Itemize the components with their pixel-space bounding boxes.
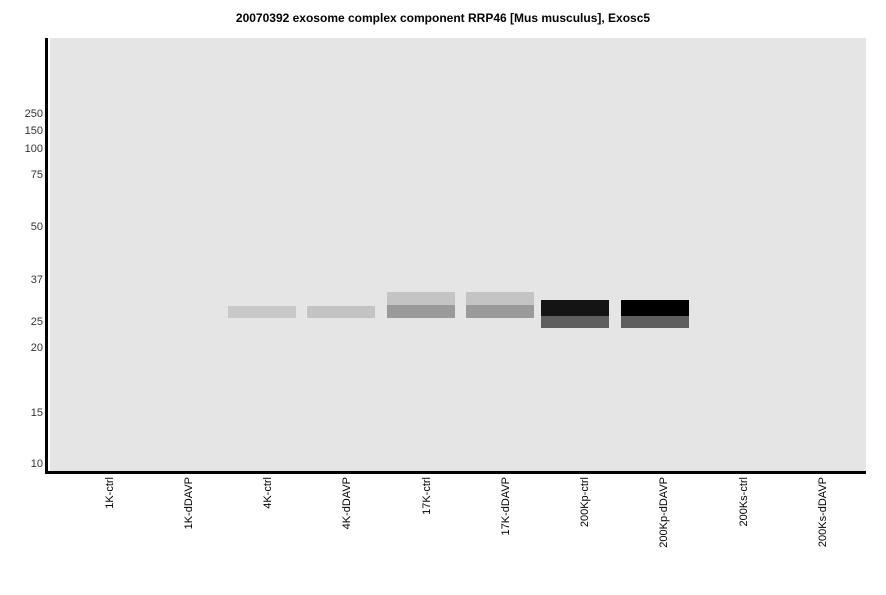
band-segment: [307, 306, 375, 318]
band-segment: [387, 305, 455, 318]
blot-band-4k-ctrl: [228, 306, 296, 318]
x-tick-label: 4K-dDAVP: [341, 477, 353, 530]
y-axis-tick-labels: 250 150 100 75 50 37 25 20 15 10: [0, 0, 43, 595]
y-tick-label-10: 10: [30, 458, 43, 470]
x-tick-label: 4K-ctrl: [262, 477, 274, 509]
band-segment: [541, 300, 609, 316]
x-tick-label: 200Kp-dDAVP: [658, 477, 670, 548]
page-title: 20070392 exosome complex component RRP46…: [235, 11, 651, 25]
x-tick-label: 1K-ctrl: [104, 477, 116, 509]
y-tick-label-75: 75: [30, 169, 43, 181]
y-tick-label-250: 250: [24, 108, 43, 120]
y-tick-label-15: 15: [30, 407, 43, 419]
y-tick-label-25: 25: [30, 316, 43, 328]
blot-band-200kp-ctrl: [541, 300, 609, 328]
x-tick-label: 200Ks-ctrl: [738, 477, 750, 527]
plot-area: [50, 38, 866, 473]
y-tick-label-100: 100: [24, 143, 43, 155]
x-tick-label: 17K-dDAVP: [500, 477, 512, 536]
x-tick-label: 1K-dDAVP: [183, 477, 195, 530]
band-segment: [621, 300, 689, 316]
band-segment: [541, 316, 609, 328]
x-axis-line: [45, 471, 866, 474]
band-segment: [228, 306, 296, 318]
x-tick-label: 200Ks-dDAVP: [817, 477, 829, 548]
band-segment: [387, 292, 455, 305]
band-segment: [466, 305, 534, 318]
blot-bands-layer: [50, 38, 866, 473]
band-segment: [466, 292, 534, 305]
x-axis-tick-labels: 1K-ctrl 1K-dDAVP 4K-ctrl 4K-dDAVP 17K-ctrl 17…: [50, 477, 866, 595]
band-segment: [621, 316, 689, 328]
blot-band-4k-ddavp: [307, 306, 375, 318]
blot-band-17k-ddavp: [466, 292, 534, 318]
blot-band-17k-ctrl: [387, 292, 455, 318]
blot-band-200kp-ddavp: [621, 300, 689, 328]
y-tick-label-20: 20: [30, 342, 43, 354]
y-tick-label-150: 150: [24, 125, 43, 137]
y-tick-label-37: 37: [30, 274, 43, 286]
x-tick-label: 200Kp-ctrl: [579, 477, 591, 528]
x-tick-label: 17K-ctrl: [421, 477, 433, 515]
y-tick-label-50: 50: [30, 221, 43, 233]
y-axis-line: [45, 38, 48, 474]
